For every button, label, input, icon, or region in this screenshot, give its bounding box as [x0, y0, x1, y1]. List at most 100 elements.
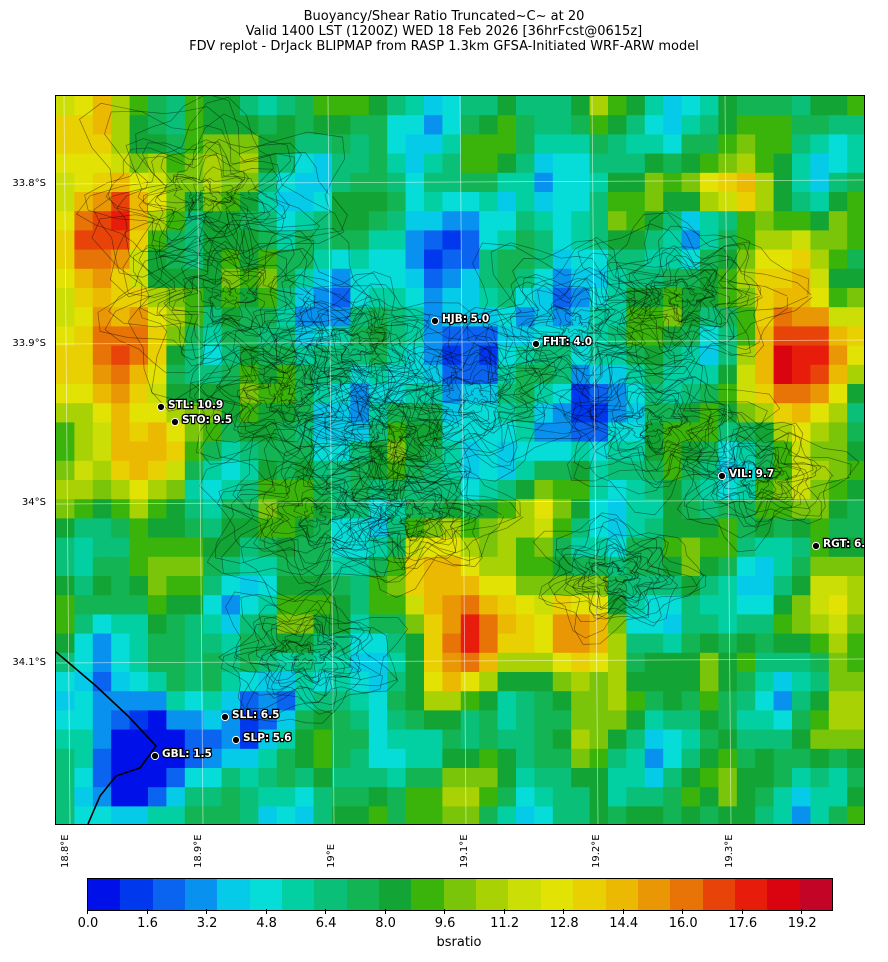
raster-cell — [810, 403, 830, 423]
raster-cell — [828, 96, 848, 116]
station-marker-gbl[interactable] — [150, 751, 160, 761]
raster-cell — [736, 691, 756, 711]
raster-cell — [718, 288, 738, 308]
raster-cell — [626, 115, 646, 135]
raster-cell — [700, 268, 719, 289]
raster-cell — [755, 460, 775, 481]
raster-cell — [589, 192, 609, 212]
raster-cell — [368, 556, 388, 577]
colorbar-tick-label: 11.2 — [490, 916, 520, 931]
raster-cell — [258, 211, 278, 231]
raster-cell — [626, 134, 646, 155]
raster-cell — [350, 134, 370, 155]
raster-cell — [663, 729, 683, 750]
station-marker-hjb[interactable] — [430, 316, 440, 326]
raster-cell — [534, 134, 554, 155]
raster-cell — [681, 537, 701, 558]
raster-cell — [736, 96, 756, 116]
raster-cell — [92, 787, 112, 807]
station-marker-sto[interactable] — [170, 417, 180, 427]
raster-cell — [497, 326, 517, 347]
raster-cell — [313, 480, 333, 500]
raster-cell — [828, 230, 848, 251]
raster-cell — [792, 134, 811, 155]
raster-cell — [700, 288, 719, 308]
raster-cell — [681, 633, 701, 654]
raster-cell — [626, 556, 646, 577]
raster-cell — [736, 787, 756, 807]
station-marker-rgt[interactable] — [811, 541, 821, 551]
colorbar-tick-label: 9.6 — [434, 916, 456, 931]
raster-cell — [626, 364, 646, 385]
contour-line — [538, 518, 679, 624]
raster-cell — [479, 134, 499, 155]
raster-cell — [295, 806, 315, 824]
raster-cell — [129, 230, 149, 251]
station-label-sto: STO: 9.5 — [182, 414, 232, 426]
raster-cell — [792, 729, 811, 750]
raster-cell — [405, 672, 425, 692]
raster-cell — [681, 576, 701, 596]
raster-cell — [442, 249, 462, 270]
raster-cell — [516, 345, 535, 366]
raster-cell — [810, 345, 830, 366]
raster-cell — [460, 691, 480, 711]
raster-cell — [111, 787, 131, 807]
station-marker-vil[interactable] — [717, 471, 727, 481]
raster-cell — [387, 652, 407, 673]
raster-cell — [810, 96, 830, 116]
raster-cell — [405, 441, 425, 462]
raster-cell — [148, 691, 167, 711]
raster-cell — [368, 403, 388, 423]
station-marker-sll[interactable] — [220, 712, 230, 722]
raster-cell — [442, 115, 462, 135]
raster-cell — [736, 537, 756, 558]
raster-cell — [534, 748, 554, 769]
raster-cell — [608, 729, 627, 750]
raster-cell — [148, 556, 167, 577]
contour-line — [521, 274, 648, 378]
raster-cell — [571, 518, 591, 539]
raster-cell — [755, 768, 775, 788]
station-marker-slp[interactable] — [231, 735, 241, 745]
raster-cell — [332, 307, 351, 327]
raster-cell — [56, 556, 75, 577]
raster-cell — [847, 211, 864, 231]
raster-cell — [129, 153, 149, 174]
station-marker-fht[interactable] — [531, 339, 541, 349]
raster-cell — [368, 576, 388, 596]
raster-cell — [792, 211, 811, 231]
raster-cell — [571, 172, 591, 193]
raster-cell — [589, 595, 609, 615]
raster-cell — [92, 364, 112, 385]
raster-cell — [516, 672, 535, 692]
raster-cell — [350, 595, 370, 615]
raster-cell — [773, 422, 793, 443]
contour-line — [430, 368, 515, 431]
raster-cell — [460, 576, 480, 596]
raster-cell — [313, 768, 333, 788]
raster-cell — [276, 595, 296, 615]
colorbar-swatch — [799, 879, 832, 910]
raster-cell — [810, 307, 830, 327]
raster-cell — [276, 614, 296, 635]
raster-cell — [644, 364, 664, 385]
contour-line — [293, 644, 323, 667]
raster-cell — [129, 633, 149, 654]
raster-cell — [700, 403, 719, 423]
raster-cell — [589, 710, 609, 731]
forecast-map[interactable]: STL: 10.9 STO: 9.5 HJB: 5.0 FHT: 4.0 VIL: 9.… — [55, 95, 865, 825]
raster-cell — [111, 441, 131, 462]
raster-cell — [442, 345, 462, 366]
raster-cell — [92, 211, 112, 231]
raster-cell — [368, 422, 388, 443]
raster-cell — [755, 403, 775, 423]
raster-cell — [424, 748, 443, 769]
station-marker-stl[interactable] — [156, 402, 166, 412]
raster-cell — [424, 384, 443, 404]
raster-cell — [681, 518, 701, 539]
raster-cell — [589, 787, 609, 807]
raster-cell — [92, 595, 112, 615]
contour-line — [182, 268, 266, 333]
raster-cell — [460, 537, 480, 558]
